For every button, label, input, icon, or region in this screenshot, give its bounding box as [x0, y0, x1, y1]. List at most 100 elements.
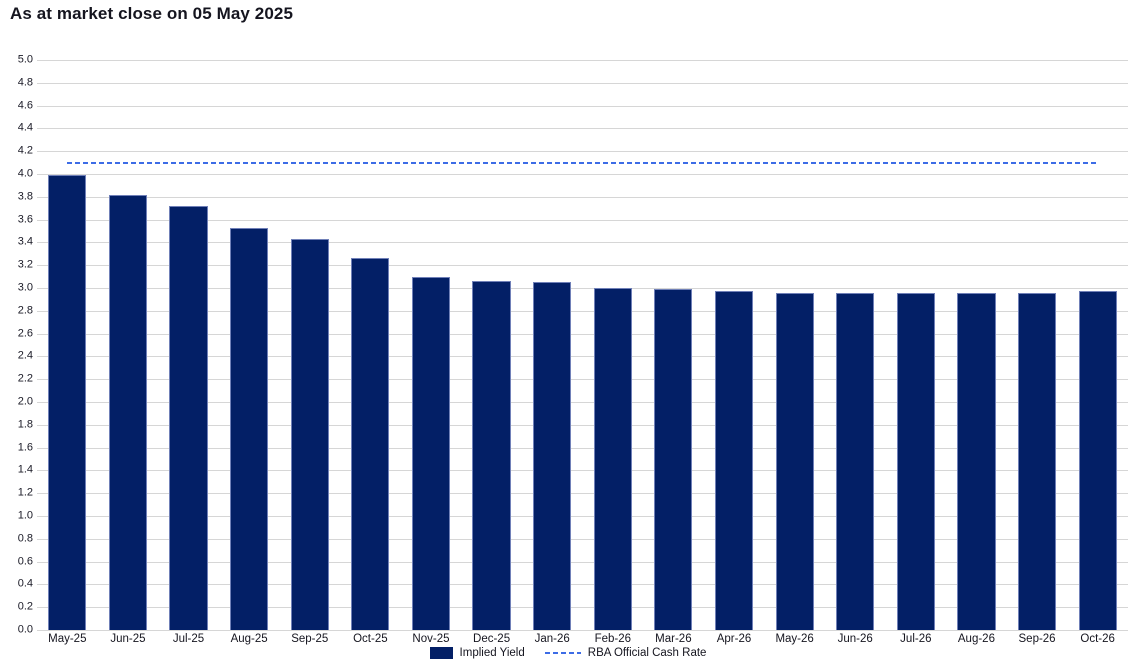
y-axis: 5.0 4.8 4.6 4.4 4.2 4.0 3.8 3.6 3.4 3.2 3.0 2.8 2.6 2… [2, 54, 33, 635]
x-tick-label: Oct-26 [1080, 633, 1115, 645]
x-tick-label: Jun-25 [110, 633, 146, 645]
gridline [37, 402, 1128, 403]
bar-jul-26 [896, 292, 935, 630]
bar-slot [461, 60, 522, 630]
gridline [37, 174, 1128, 175]
gridline [37, 333, 1128, 335]
gridline [37, 447, 1128, 449]
gridline [37, 493, 1128, 495]
x-axis: May-25 Jun-25 Jul-25 Aug-25 Sep-25 Oct-25 Nov-… [37, 633, 1128, 645]
y-tick-label: 2.0 [17, 395, 33, 408]
y-tick-label: 4.0 [17, 167, 33, 180]
gridline [37, 105, 1128, 107]
bar-slot [340, 60, 401, 630]
bar-dec-25 [472, 281, 511, 630]
bar-mar-26 [654, 289, 693, 630]
bar-oct-25 [351, 258, 390, 630]
implied-yield-swatch-icon [429, 647, 453, 659]
y-tick-label: 4.2 [17, 144, 33, 157]
gridline [37, 242, 1128, 244]
bar-slot [279, 60, 340, 630]
gridline [37, 538, 1128, 540]
bar-jul-25 [169, 205, 208, 630]
x-tick-label: Jan-26 [534, 633, 570, 645]
bar-aug-26 [957, 292, 996, 630]
bar-slot [37, 60, 98, 630]
legend-item-cash-rate: RBA Official Cash Rate [544, 647, 706, 659]
legend-label-implied-yield: Implied Yield [459, 647, 525, 659]
bar-slot [946, 60, 1007, 630]
bar-may-25 [48, 175, 87, 630]
gridline [37, 516, 1128, 517]
bar-slot [764, 60, 825, 630]
x-tick-label: Feb-26 [594, 633, 631, 645]
bar-jun-25 [108, 194, 147, 630]
bar-aug-25 [230, 227, 269, 630]
y-tick-label: 0.0 [17, 623, 33, 636]
bar-apr-26 [714, 291, 754, 630]
legend: Implied Yield RBA Official Cash Rate [0, 647, 1136, 659]
bar-slot [1067, 60, 1128, 630]
x-tick-label: Aug-26 [957, 633, 995, 645]
y-tick-label: 1.8 [17, 418, 33, 431]
x-tick-label: Jun-26 [837, 633, 873, 645]
y-tick-label: 1.0 [17, 509, 33, 522]
x-tick-label: Nov-25 [412, 633, 450, 645]
bar-may-26 [775, 292, 814, 630]
gridline [37, 219, 1128, 221]
y-tick-label: 3.8 [17, 190, 33, 203]
bar-sep-26 [1017, 292, 1057, 630]
gridline [37, 82, 1128, 84]
y-tick-label: 3.0 [17, 281, 33, 294]
gridline [37, 630, 1128, 631]
x-tick-label: May-25 [48, 633, 87, 645]
bar-feb-26 [593, 288, 632, 630]
bar-slot [643, 60, 704, 630]
gridline [37, 265, 1128, 267]
x-tick-label: Sep-26 [1018, 633, 1056, 645]
y-tick-label: 0.2 [17, 600, 33, 613]
y-tick-label: 4.8 [17, 76, 33, 89]
bars-row [37, 60, 1128, 630]
y-tick-label: 2.8 [17, 304, 33, 317]
y-tick-label: 0.6 [17, 555, 33, 568]
plot-area [37, 60, 1128, 631]
gridline [37, 379, 1128, 381]
y-tick-label: 2.2 [17, 372, 33, 385]
y-tick-label: 0.4 [17, 577, 33, 590]
gridlines [37, 60, 1128, 631]
bar-slot [1007, 60, 1068, 630]
y-tick-label: 4.6 [17, 99, 33, 112]
x-tick-label: Jul-26 [900, 633, 932, 645]
y-tick-label: 2.4 [17, 349, 33, 362]
bar-slot [522, 60, 583, 630]
gridline [37, 128, 1128, 130]
cash-rate-dash-icon [544, 652, 581, 654]
gridline [37, 288, 1128, 289]
gridline [37, 607, 1128, 609]
x-tick-label: Sep-25 [291, 633, 329, 645]
bar-slot [219, 60, 280, 630]
bar-jun-26 [836, 292, 875, 630]
bar-slot [401, 60, 462, 630]
bar-nov-25 [411, 276, 451, 630]
bar-slot [704, 60, 765, 630]
x-tick-label: May-26 [775, 633, 814, 645]
gridline [37, 561, 1128, 563]
bar-slot [886, 60, 947, 630]
legend-item-implied-yield: Implied Yield [429, 647, 525, 659]
gridline [37, 151, 1128, 153]
chart-title: As at market close on 05 May 2025 [10, 4, 294, 23]
gridline [37, 424, 1128, 426]
bar-jan-26 [533, 282, 572, 630]
x-tick-label: Apr-26 [716, 633, 752, 645]
y-tick-label: 3.4 [17, 235, 33, 248]
gridline [37, 310, 1128, 312]
gridline [37, 584, 1128, 586]
y-tick-label: 4.4 [17, 121, 33, 134]
bar-slot [582, 60, 643, 630]
x-tick-label: Aug-25 [230, 633, 268, 645]
y-tick-label: 3.2 [17, 258, 33, 271]
y-tick-label: 2.6 [17, 327, 33, 340]
